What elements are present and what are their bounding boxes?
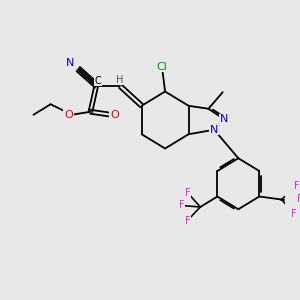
Text: F: F (179, 200, 184, 211)
Text: O: O (64, 110, 73, 120)
Text: Cl: Cl (157, 61, 168, 72)
Text: F: F (294, 181, 300, 191)
Text: F: F (292, 209, 297, 219)
Text: N: N (220, 114, 228, 124)
Text: F: F (185, 215, 190, 226)
Text: O: O (110, 110, 119, 120)
Text: H: H (116, 75, 124, 85)
Text: F: F (297, 194, 300, 205)
Text: F: F (185, 188, 190, 198)
Text: N: N (210, 125, 218, 135)
Text: N: N (65, 58, 74, 68)
Text: C: C (94, 76, 101, 86)
